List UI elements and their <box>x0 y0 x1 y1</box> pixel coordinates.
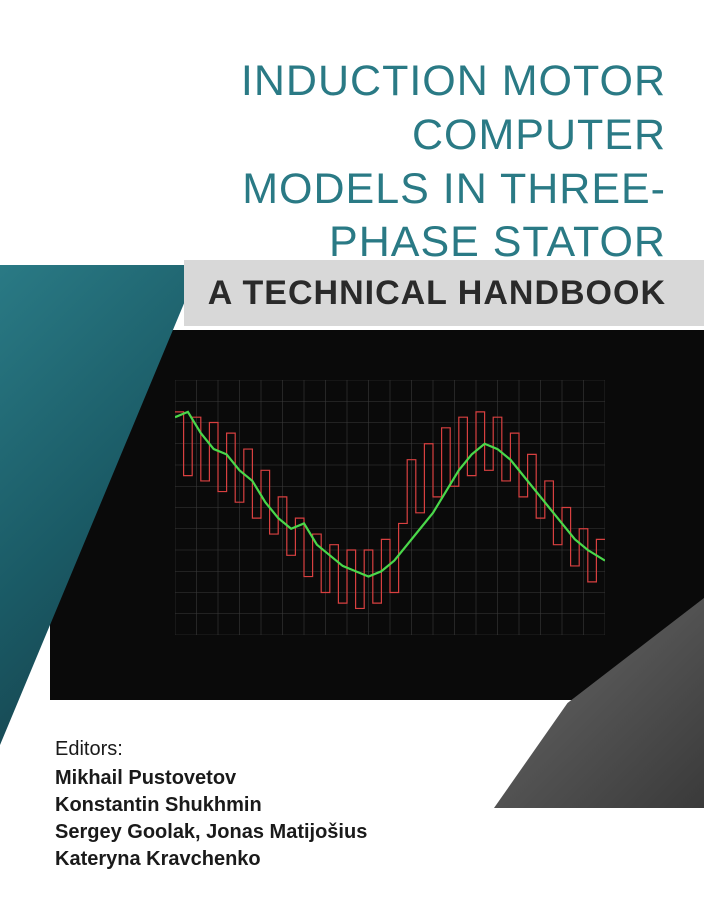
waveform-chart <box>175 380 605 635</box>
editor-name: Sergey Goolak, Jonas Matijošius <box>55 819 367 846</box>
editor-name: Konstantin Shukhmin <box>55 792 367 819</box>
publisher-name: Bentham Books <box>483 843 666 871</box>
editors-block: Editors: Mikhail PustovetovKonstantin Sh… <box>55 738 367 873</box>
subtitle-text: A Technical Handbook <box>208 274 666 313</box>
editors-label: Editors: <box>55 738 367 761</box>
subtitle-bar: A Technical Handbook <box>184 260 704 326</box>
title-line-2: Models in Three-Phase Stator <box>106 163 666 271</box>
title-line-1: Induction Motor Computer <box>106 55 666 163</box>
chart-svg <box>175 380 605 635</box>
editors-list: Mikhail PustovetovKonstantin ShukhminSer… <box>55 765 367 873</box>
editor-name: Kateryna Kravchenko <box>55 846 367 873</box>
editor-name: Mikhail Pustovetov <box>55 765 367 792</box>
